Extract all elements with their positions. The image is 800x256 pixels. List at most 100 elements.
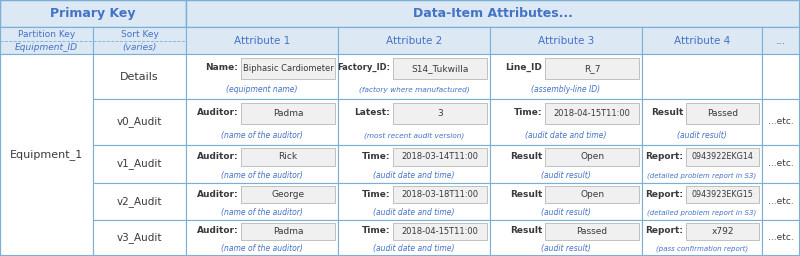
Bar — [546, 148, 639, 166]
Text: Open: Open — [580, 153, 604, 162]
Text: 0943922EKG14: 0943922EKG14 — [691, 153, 754, 162]
Text: (audit result): (audit result) — [677, 131, 727, 140]
Text: Time:: Time: — [362, 152, 390, 161]
Text: Rick: Rick — [278, 153, 298, 162]
Text: ...: ... — [776, 36, 786, 46]
Text: Passed: Passed — [707, 109, 738, 118]
Text: 2018-03-14T11:00: 2018-03-14T11:00 — [402, 153, 478, 162]
Text: (audit result): (audit result) — [541, 244, 591, 253]
Bar — [394, 58, 487, 79]
Bar — [93, 27, 186, 54]
Text: (pass confirmation report): (pass confirmation report) — [656, 246, 748, 252]
Text: Padma: Padma — [273, 227, 303, 236]
Bar — [490, 54, 642, 99]
Bar — [242, 223, 335, 240]
Text: Time:: Time: — [514, 108, 542, 117]
Bar — [490, 99, 642, 145]
Text: Primary Key: Primary Key — [50, 7, 136, 20]
Text: Auditor:: Auditor: — [197, 226, 238, 235]
Bar — [546, 186, 639, 203]
Text: Report:: Report: — [645, 152, 683, 161]
Bar — [186, 27, 338, 54]
Bar — [0, 54, 93, 256]
Bar — [686, 103, 759, 124]
Text: Auditor:: Auditor: — [197, 190, 238, 199]
Text: (detailed problem report in S3): (detailed problem report in S3) — [647, 172, 757, 179]
Text: Equipment_1: Equipment_1 — [10, 150, 83, 161]
Text: Line_ID: Line_ID — [506, 63, 542, 72]
Text: Attribute 1: Attribute 1 — [234, 36, 290, 46]
Text: ...etc.: ...etc. — [768, 118, 794, 126]
Bar — [338, 220, 490, 256]
Text: (audit result): (audit result) — [541, 208, 591, 217]
Text: Equipment_ID: Equipment_ID — [15, 44, 78, 52]
Bar — [0, 0, 186, 27]
Text: (detailed problem report in S3): (detailed problem report in S3) — [647, 209, 757, 216]
Text: x792: x792 — [711, 227, 734, 236]
Text: (factory where manufactured): (factory where manufactured) — [358, 87, 470, 93]
Bar — [186, 220, 338, 256]
Text: ...etc.: ...etc. — [768, 233, 794, 242]
Bar — [490, 220, 642, 256]
Bar — [490, 27, 642, 54]
Bar — [242, 148, 335, 166]
Bar — [338, 27, 490, 54]
Bar — [686, 223, 759, 240]
Text: 2018-04-15T11:00: 2018-04-15T11:00 — [402, 227, 478, 236]
Bar — [186, 183, 338, 220]
Text: Biphasic Cardiometer: Biphasic Cardiometer — [242, 64, 334, 73]
Text: (audit date and time): (audit date and time) — [374, 171, 454, 180]
Text: Result: Result — [510, 190, 542, 199]
Bar — [242, 103, 335, 124]
Text: Attribute 3: Attribute 3 — [538, 36, 594, 46]
Text: (name of the auditor): (name of the auditor) — [221, 208, 303, 217]
Bar — [642, 183, 762, 220]
Bar — [338, 145, 490, 183]
Text: Latest:: Latest: — [354, 108, 390, 117]
Text: (equipment name): (equipment name) — [226, 86, 298, 94]
Text: (audit date and time): (audit date and time) — [526, 131, 606, 140]
Bar — [93, 99, 186, 145]
Text: Time:: Time: — [362, 190, 390, 199]
Text: R_7: R_7 — [584, 64, 600, 73]
Bar — [642, 220, 762, 256]
Text: Auditor:: Auditor: — [197, 108, 238, 117]
Text: Open: Open — [580, 190, 604, 199]
Bar — [394, 223, 487, 240]
Text: George: George — [271, 190, 305, 199]
Text: Factory_ID:: Factory_ID: — [338, 63, 390, 72]
Bar — [686, 186, 759, 203]
Text: (name of the auditor): (name of the auditor) — [221, 131, 303, 140]
Bar — [762, 27, 800, 54]
Bar — [186, 54, 338, 99]
Text: Attribute 4: Attribute 4 — [674, 36, 730, 46]
Text: Report:: Report: — [645, 226, 683, 235]
Bar — [762, 145, 800, 183]
Text: (audit date and time): (audit date and time) — [374, 244, 454, 253]
Text: 3: 3 — [438, 109, 443, 118]
Text: Partition Key: Partition Key — [18, 30, 75, 39]
Text: Attribute 2: Attribute 2 — [386, 36, 442, 46]
Bar — [242, 186, 335, 203]
Text: (assembly-line ID): (assembly-line ID) — [531, 86, 601, 94]
Text: Details: Details — [120, 71, 159, 81]
Bar — [490, 183, 642, 220]
Bar — [338, 99, 490, 145]
Bar — [546, 223, 639, 240]
Text: (audit date and time): (audit date and time) — [374, 208, 454, 217]
Text: Result: Result — [650, 108, 683, 117]
Text: Auditor:: Auditor: — [197, 152, 238, 161]
Bar — [0, 27, 93, 54]
Text: Time:: Time: — [362, 226, 390, 235]
Bar — [642, 54, 762, 99]
Text: v1_Audit: v1_Audit — [117, 158, 162, 169]
Text: (name of the auditor): (name of the auditor) — [221, 244, 303, 253]
Bar — [642, 27, 762, 54]
Text: Passed: Passed — [577, 227, 608, 236]
Bar — [338, 54, 490, 99]
Bar — [394, 186, 487, 203]
Bar — [93, 220, 186, 256]
Bar — [186, 99, 338, 145]
Bar — [93, 54, 186, 99]
Text: (audit result): (audit result) — [541, 171, 591, 180]
